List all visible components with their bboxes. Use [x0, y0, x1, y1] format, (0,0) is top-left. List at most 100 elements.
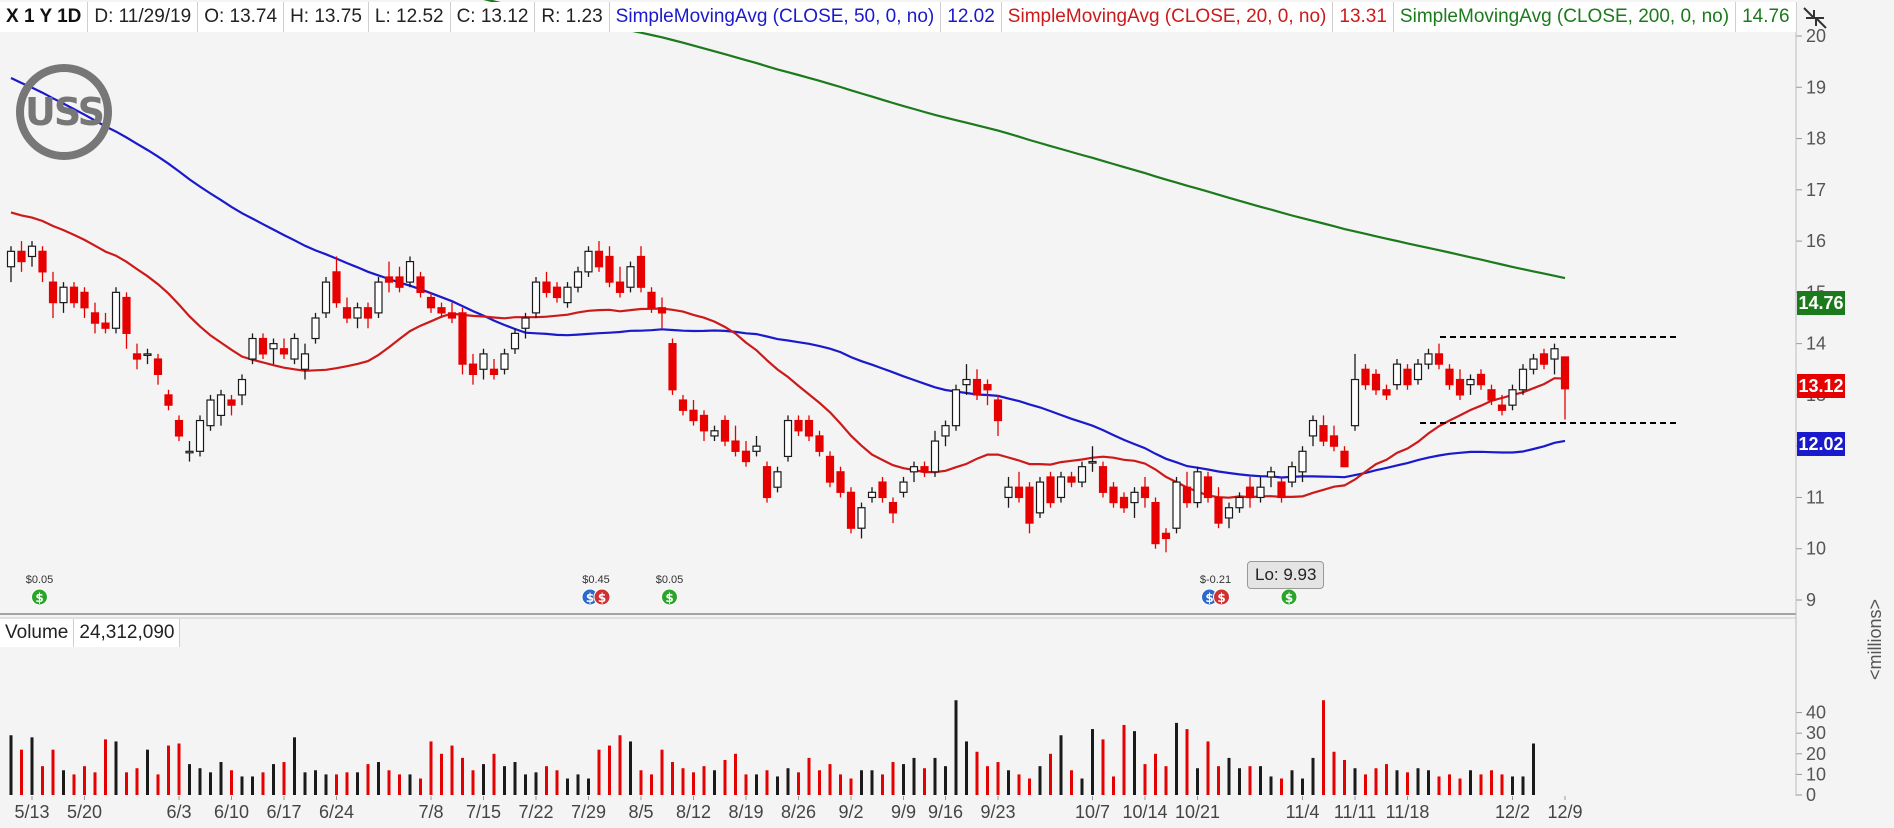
event-value-label: $0.45: [582, 574, 610, 586]
volume-bar: [366, 764, 370, 795]
candle: [1497, 394, 1507, 416]
volume-bar: [702, 766, 706, 795]
candle: [1035, 476, 1045, 518]
symbol-label[interactable]: X 1 Y 1D: [0, 2, 89, 32]
collapse-icon[interactable]: [1800, 4, 1830, 32]
candle: [1287, 461, 1297, 488]
volume-bar: [335, 774, 338, 795]
volume-bar: [881, 774, 884, 795]
volume-bar: [902, 764, 905, 795]
candle: [846, 487, 856, 534]
volume-bar: [1479, 774, 1483, 795]
volume-bar: [1269, 776, 1273, 795]
volume-bar: [954, 700, 958, 795]
candle: [248, 333, 257, 365]
volume-bar: [692, 772, 695, 795]
candle: [6, 246, 16, 283]
candle: [1445, 364, 1454, 390]
candle: [122, 292, 131, 349]
volume-bar: [839, 774, 842, 795]
candle: [195, 415, 205, 457]
event-value-label: $0.05: [26, 574, 54, 586]
volume-bar: [618, 735, 622, 795]
volume-bar: [828, 764, 832, 795]
candle: [1056, 471, 1066, 503]
volume-bar: [744, 774, 748, 795]
volume-bar: [671, 762, 674, 795]
date-tick-label: 5/13: [14, 802, 49, 822]
volume-bar: [1448, 774, 1451, 795]
volume-bar: [408, 774, 412, 795]
volume-bar: [324, 774, 328, 795]
close-label: C: 13.12: [450, 2, 536, 32]
volume-bar: [1259, 766, 1262, 795]
volume-bar: [146, 749, 149, 795]
volume-bar: [639, 770, 643, 795]
candle: [983, 379, 992, 406]
volume-bar: [1532, 743, 1535, 795]
volume-bar: [1206, 741, 1210, 795]
volume-bar: [503, 766, 506, 795]
div-marker-icon: [31, 588, 48, 606]
volume-bar: [555, 770, 559, 795]
candle: [1266, 466, 1276, 488]
volume-bar: [1385, 764, 1388, 795]
candle: [962, 364, 971, 395]
candle: [437, 302, 446, 318]
candle: [185, 441, 194, 462]
candle: [489, 359, 499, 380]
price-tick-label: 11: [1806, 487, 1825, 507]
volume-bar: [1122, 724, 1126, 795]
candle: [1487, 384, 1496, 406]
volume-bar: [1490, 770, 1493, 795]
sma50-label[interactable]: SimpleMovingAvg (CLOSE, 50, 0, no): [609, 2, 942, 32]
candle: [794, 415, 803, 436]
date-tick-label: 11/11: [1334, 802, 1376, 822]
candle: [1077, 461, 1087, 488]
candle: [878, 476, 887, 503]
volume-bar: [1353, 768, 1357, 795]
volume-bar: [114, 741, 118, 795]
candle: [1119, 492, 1129, 513]
candle: [237, 374, 247, 406]
date-tick-label: 8/12: [676, 802, 711, 822]
volume-bar: [1059, 735, 1063, 795]
candle: [1361, 364, 1370, 390]
close-price-tag: 13.12: [1797, 374, 1845, 398]
candle: [1455, 369, 1465, 401]
volume-bar: [1143, 764, 1147, 795]
candle: [615, 266, 625, 298]
candle: [405, 256, 415, 288]
date-tick-label: 6/24: [319, 802, 354, 822]
candle: [1214, 487, 1223, 529]
candle: [1476, 369, 1486, 390]
volume-bar: [167, 745, 170, 795]
candle: [384, 261, 394, 293]
volume-bar: [440, 753, 443, 795]
volume-bar: [492, 753, 496, 795]
volume-bar: [240, 776, 244, 795]
volume-bar: [818, 770, 821, 795]
svg-text:$: $: [586, 591, 594, 605]
date-tick-label: 8/26: [781, 802, 816, 822]
resistance-lines: [1420, 336, 1680, 424]
date-tick-label: 8/19: [728, 802, 763, 822]
volume-bar: [135, 768, 139, 795]
volume-bar: [429, 741, 433, 795]
sma20-label[interactable]: SimpleMovingAvg (CLOSE, 20, 0, no): [1001, 2, 1334, 32]
candle: [1518, 364, 1528, 395]
volume-bar: [891, 762, 895, 795]
high-label: H: 13.75: [284, 2, 369, 32]
candle: [1539, 348, 1549, 370]
volume-bar: [1038, 766, 1042, 795]
volume-bar: [860, 770, 863, 795]
sma200-label[interactable]: SimpleMovingAvg (CLOSE, 200, 0, no): [1393, 2, 1737, 32]
volume-bar: [1028, 778, 1031, 795]
volume-bar: [1322, 700, 1325, 795]
date-tick-label: 8/5: [628, 802, 653, 822]
candle: [636, 246, 646, 293]
low-annotation: Lo: 9.93: [1247, 561, 1325, 589]
volume-bar: [1112, 776, 1115, 795]
candle: [164, 389, 173, 411]
candle: [279, 338, 289, 360]
